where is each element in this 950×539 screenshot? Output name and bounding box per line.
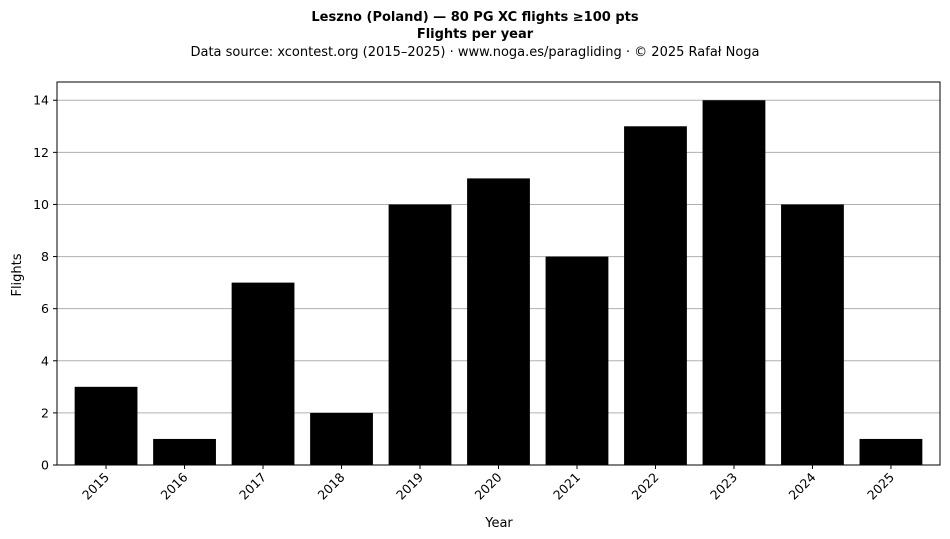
y-tick-label: 0 — [41, 458, 49, 473]
y-tick-label: 8 — [41, 249, 49, 264]
y-tick-label: 4 — [41, 353, 49, 368]
x-tick-label: 2018 — [315, 469, 348, 502]
x-tick-label: 2020 — [472, 469, 505, 502]
x-tick-label: 2023 — [707, 470, 740, 503]
x-tick-label: 2021 — [550, 470, 583, 503]
chart-title: Leszno (Poland) — 80 PG XC flights ≥100 … — [311, 10, 638, 25]
bar-2021 — [545, 256, 609, 465]
x-tick-label: 2025 — [864, 470, 897, 503]
bar-2023 — [702, 100, 766, 465]
x-tick-label: 2019 — [393, 469, 426, 502]
x-tick-label: 2022 — [628, 470, 661, 503]
bars — [74, 100, 923, 466]
x-tick-label: 2017 — [236, 470, 269, 503]
bar-2019 — [388, 204, 452, 465]
chart-source-note: Data source: xcontest.org (2015–2025) · … — [190, 45, 759, 60]
bar-2020 — [467, 178, 530, 465]
bar-2024 — [781, 204, 844, 465]
bar-2018 — [310, 412, 373, 465]
x-axis-ticks: 2015 2016 2017 2018 2019 2020 2021 2022 2023 2024… — [79, 465, 897, 503]
chart-subtitle: Flights per year — [417, 27, 534, 42]
y-tick-label: 12 — [33, 145, 49, 160]
bar-2016 — [153, 438, 216, 465]
x-tick-label: 2016 — [158, 469, 191, 502]
x-axis-label: Year — [484, 516, 513, 531]
x-tick-label: 2024 — [785, 469, 818, 502]
y-axis-label: Flights — [10, 253, 25, 296]
x-tick-label: 2015 — [79, 470, 112, 503]
y-axis-ticks: 0 2 4 6 8 10 12 14 — [33, 93, 57, 473]
bar-2022 — [624, 126, 687, 466]
bar-2025 — [859, 438, 923, 465]
y-tick-label: 10 — [33, 197, 49, 212]
bar-2017 — [231, 282, 295, 465]
y-tick-label: 14 — [33, 93, 49, 108]
bar-2015 — [74, 386, 138, 465]
y-tick-label: 6 — [41, 301, 49, 316]
y-tick-label: 2 — [41, 405, 49, 420]
